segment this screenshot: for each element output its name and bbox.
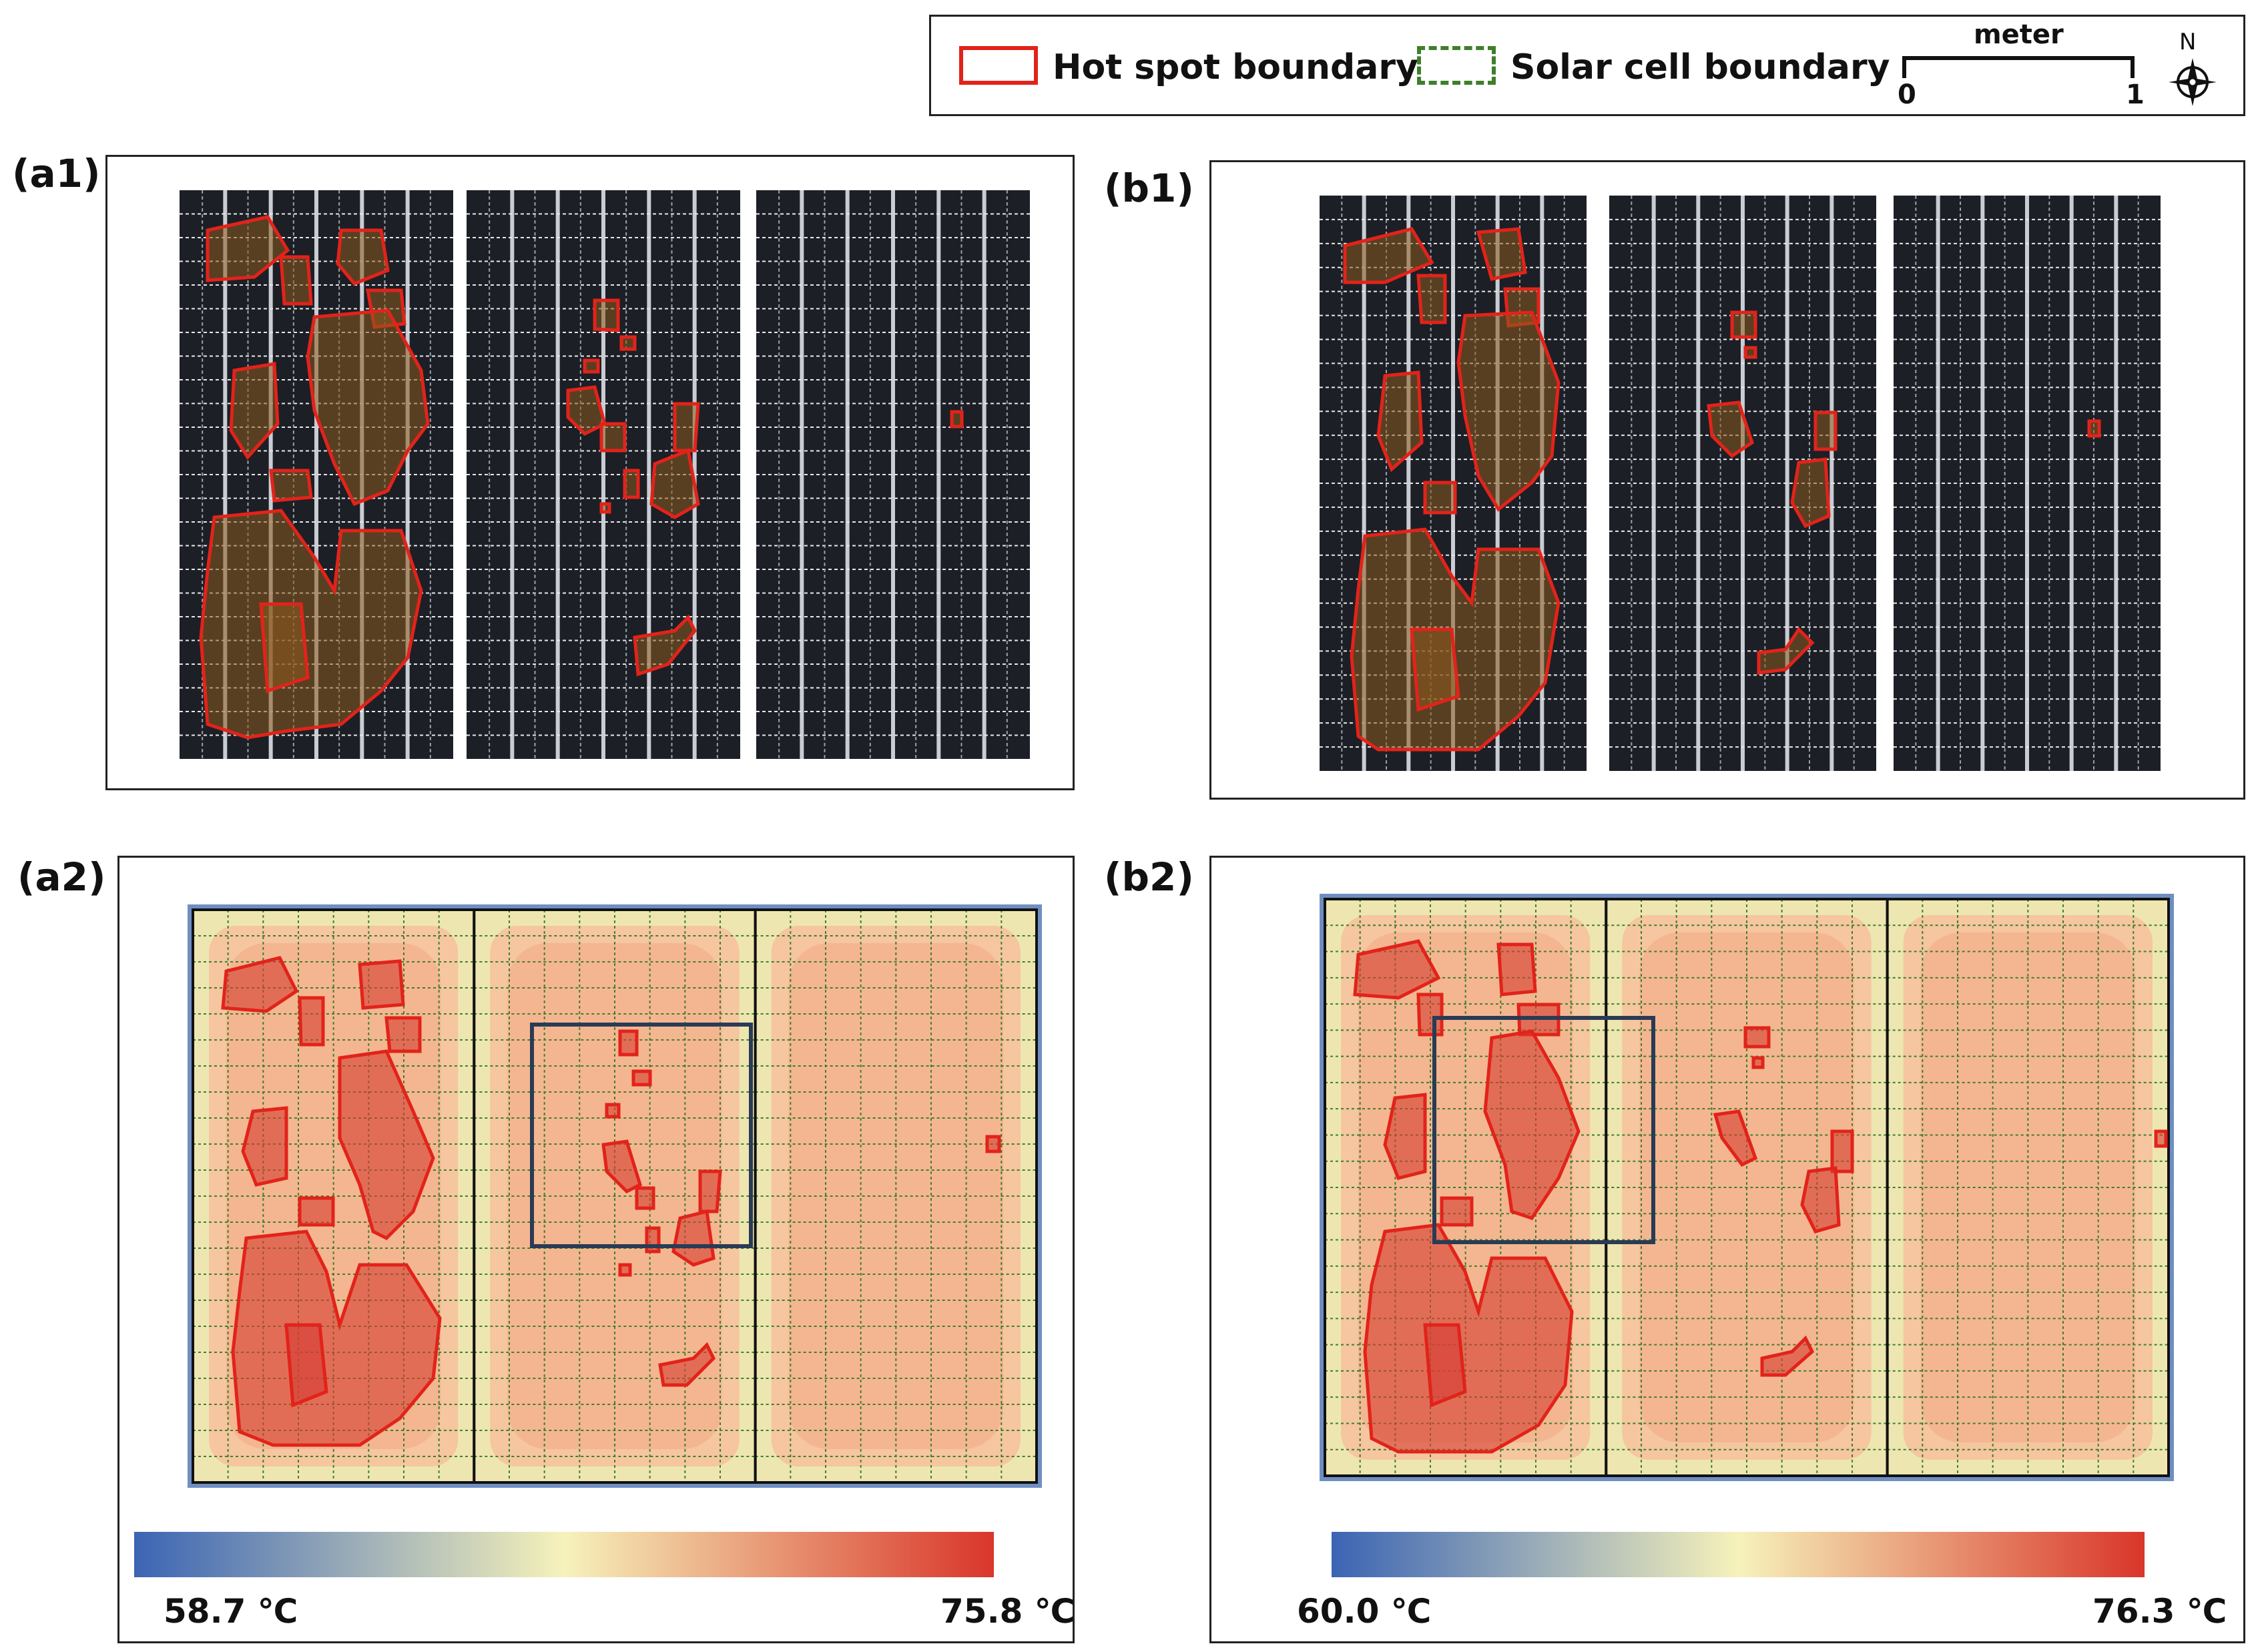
scale-max: 1 <box>2126 79 2145 110</box>
panel-a1-image <box>180 190 1030 759</box>
scale-bar <box>1902 56 2135 78</box>
north-label: N <box>2179 29 2197 55</box>
panel-label-a2: (a2) <box>17 854 106 900</box>
panel-label-a1: (a1) <box>12 151 101 196</box>
panel-b2-image <box>1320 894 2174 1577</box>
solar-cell-swatch <box>1417 46 1496 85</box>
temp-min-b2: 60.0 ℃ <box>1297 1592 1432 1631</box>
hot-spots-b2 <box>1353 939 2168 1454</box>
legend-box: Hot spot boundary Solar cell boundary me… <box>929 15 2245 116</box>
panel-b1-rgb <box>1209 160 2245 800</box>
solar-cell-label: Solar cell boundary <box>1510 47 1890 87</box>
panel-label-b1: (b1) <box>1104 166 1194 211</box>
panel-b2-thermal: 60.0 ℃ 76.3 ℃ <box>1209 856 2245 1643</box>
hot-spot-label: Hot spot boundary <box>1053 47 1418 87</box>
temp-min-a2: 58.7 ℃ <box>164 1592 298 1631</box>
panel-b1-image <box>1320 196 2161 771</box>
north-arrow-icon <box>2169 58 2217 106</box>
hot-spots-b1 <box>1343 227 2101 752</box>
temp-max-b2: 76.3 ℃ <box>2092 1592 2227 1631</box>
zoom-box-b2 <box>1432 1016 1655 1244</box>
panel-a1-rgb <box>105 155 1075 790</box>
temp-max-a2: 75.8 ℃ <box>940 1592 1075 1631</box>
panel-a2-thermal: 58.7 ℃ 75.8 ℃ <box>117 856 1075 1643</box>
colorbar-b2 <box>1332 1532 2145 1577</box>
hot-spots-a2 <box>221 956 1001 1447</box>
panel-label-b2: (b2) <box>1104 854 1194 900</box>
zoom-box-a2 <box>530 1023 753 1248</box>
colorbar-a2 <box>134 1532 994 1577</box>
hot-spots-a1 <box>199 215 964 740</box>
hot-spot-swatch <box>959 46 1038 85</box>
scale-unit: meter <box>1974 19 2064 50</box>
scale-min: 0 <box>1898 79 1916 110</box>
panel-a2-image <box>134 904 1042 1577</box>
